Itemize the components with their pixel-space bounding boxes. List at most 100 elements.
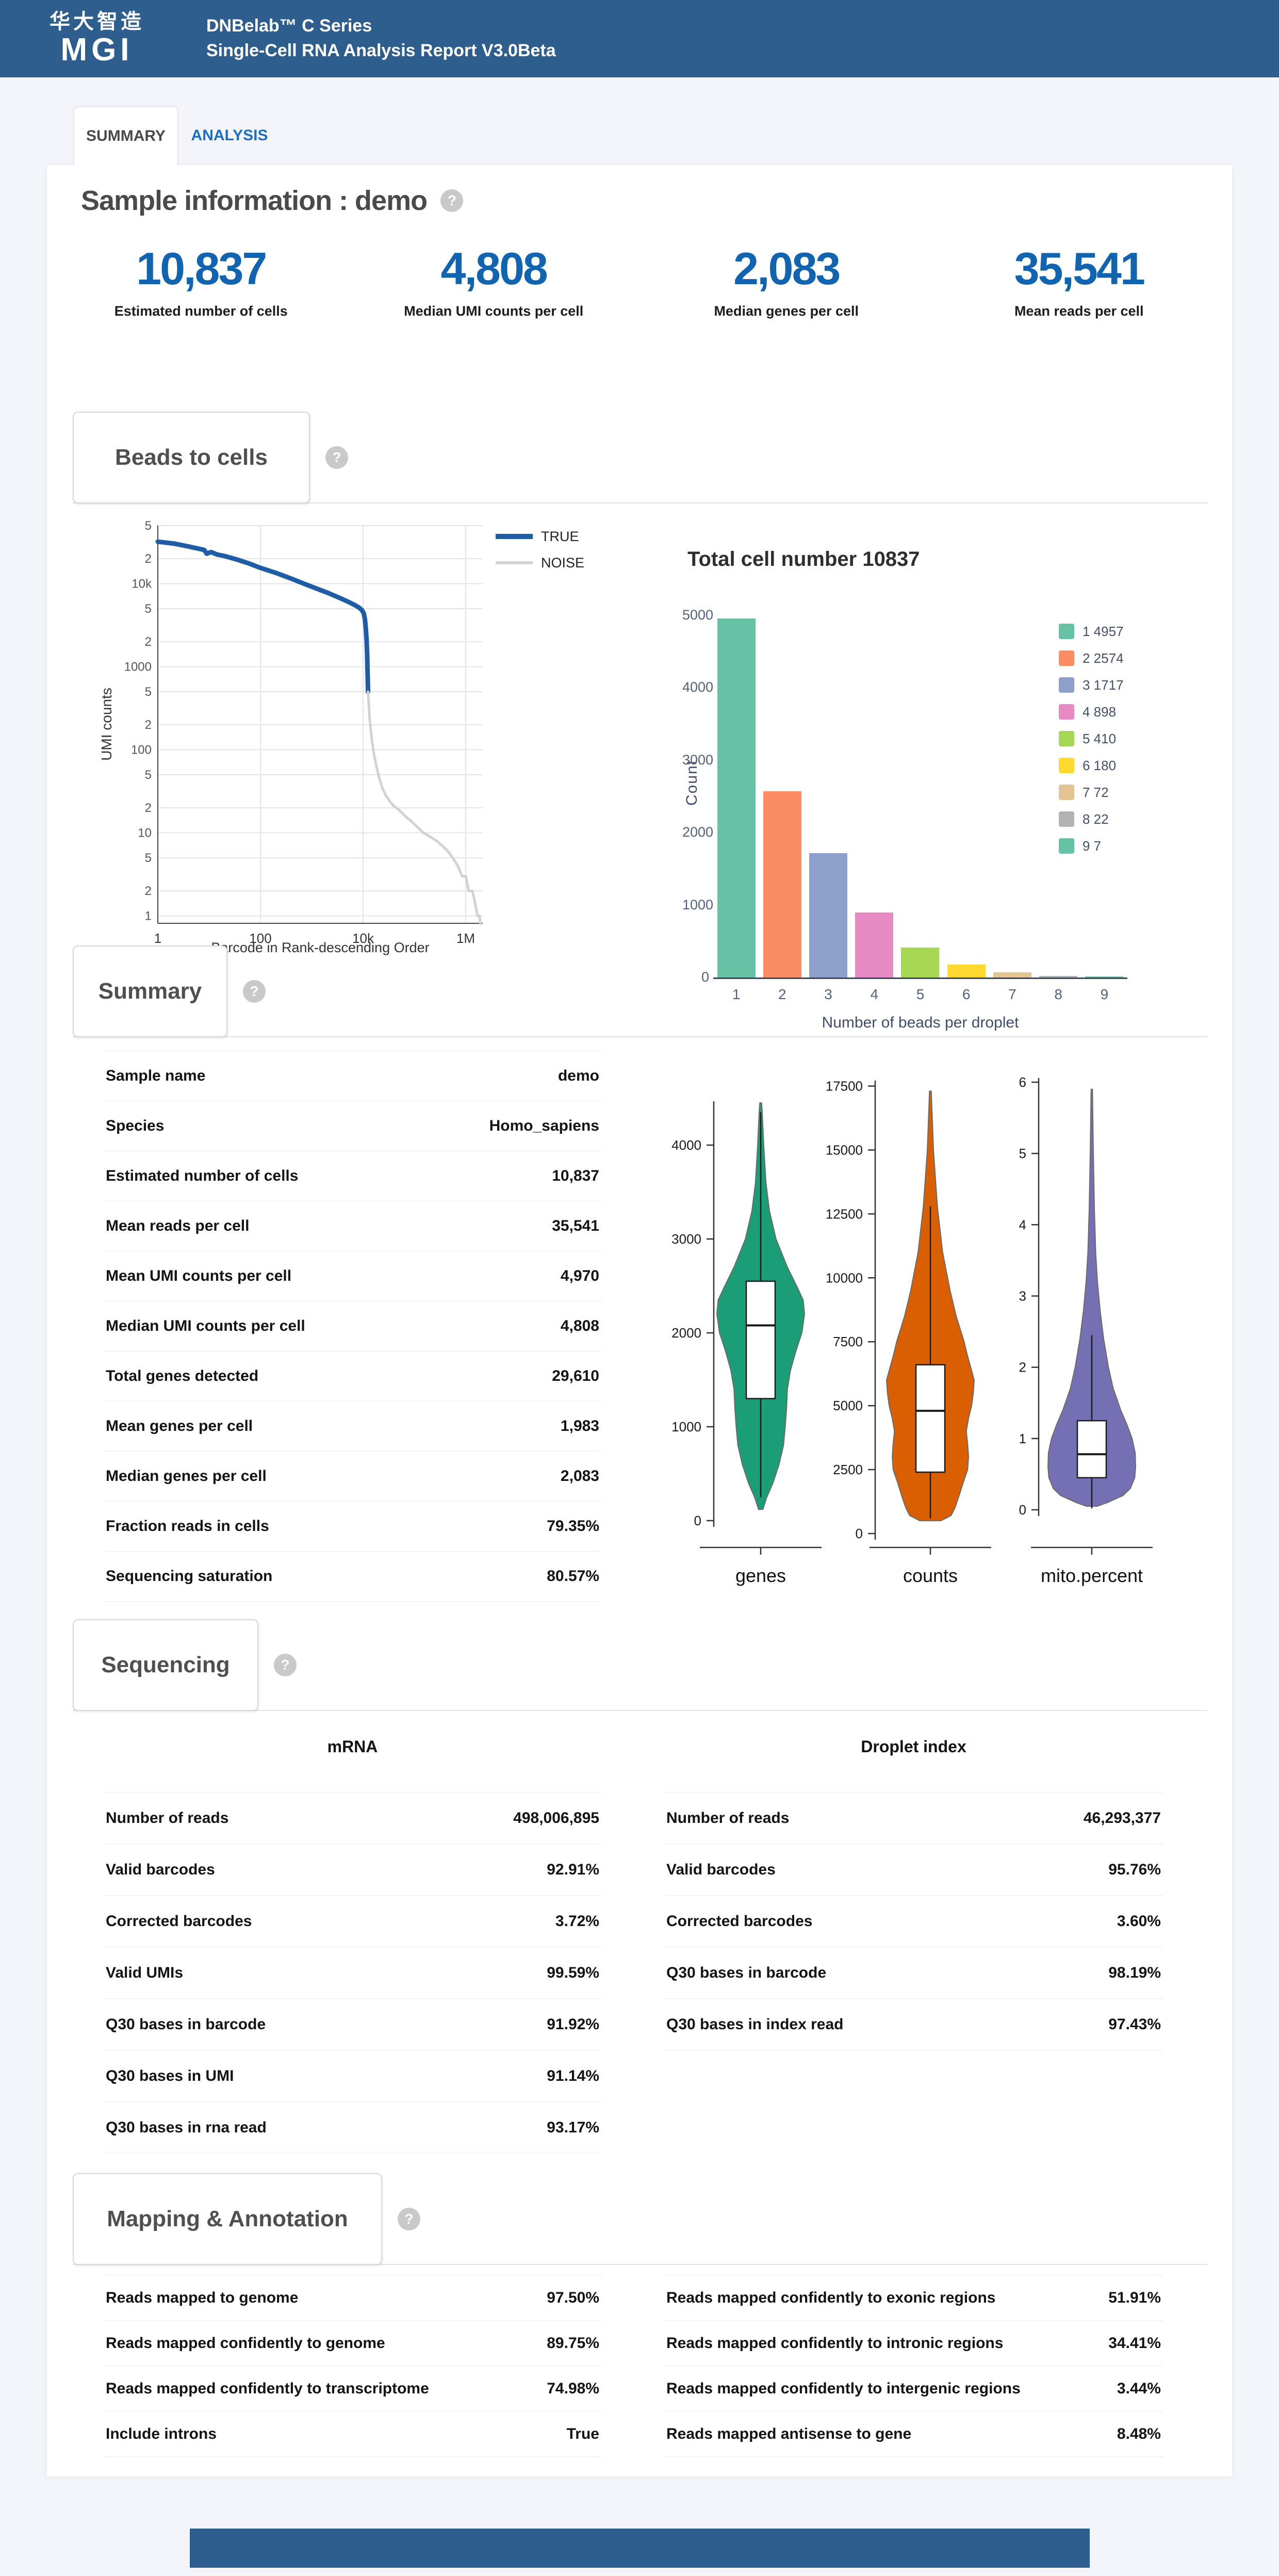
table-row: Mean genes per cell 1,983 bbox=[104, 1401, 601, 1451]
section-divider bbox=[73, 1036, 1207, 1037]
row-label: Reads mapped confidently to genome bbox=[106, 2334, 385, 2352]
legend-swatch bbox=[1059, 811, 1074, 827]
bar bbox=[763, 791, 801, 977]
table-row: Species Homo_sapiens bbox=[104, 1101, 601, 1151]
bar bbox=[1085, 976, 1124, 977]
row-value: 80.57% bbox=[547, 1568, 599, 1585]
section-title-mapping: Mapping & Annotation bbox=[73, 2173, 382, 2265]
legend-item: 6 180 bbox=[1059, 752, 1124, 779]
row-value: 4,970 bbox=[560, 1267, 599, 1284]
legend-swatch bbox=[1059, 650, 1074, 666]
metric-label: Median genes per cell bbox=[714, 303, 859, 319]
row-value: True bbox=[566, 2425, 599, 2442]
violin-y-tick-label: 3000 bbox=[671, 1231, 701, 1247]
row-label: Q30 bases in rna read bbox=[106, 2118, 267, 2136]
violin-y-tick-label: 0 bbox=[1019, 1502, 1026, 1518]
row-label: Q30 bases in index read bbox=[666, 2015, 844, 2033]
section-divider bbox=[73, 2264, 1207, 2265]
row-value: 3.60% bbox=[1117, 1912, 1161, 1930]
help-icon[interactable]: ? bbox=[325, 446, 348, 469]
bar-slot bbox=[805, 615, 851, 977]
row-value: 93.17% bbox=[547, 2118, 599, 2136]
table-row: Valid barcodes 95.76% bbox=[664, 1844, 1163, 1895]
metric: 2,083 Median genes per cell bbox=[640, 242, 933, 319]
bar bbox=[947, 964, 986, 977]
box bbox=[915, 1364, 946, 1473]
bar-slot bbox=[989, 615, 1035, 977]
table-row: Reads mapped confidently to transcriptom… bbox=[104, 2366, 601, 2411]
row-label: Valid barcodes bbox=[106, 1861, 215, 1878]
barcode-rank-plot: 5 2 10k 5 2 1000 5 2 100 5 2 10 5 2 11 100 10k 1M TRUE NOIS… bbox=[99, 519, 584, 955]
table-row: Valid UMIs 99.59% bbox=[104, 1947, 601, 1998]
metrics-row: 10,837 Estimated number of cells 4,808 Medi… bbox=[55, 242, 1225, 319]
violin-label-counts: counts bbox=[903, 1565, 958, 1586]
table-row: Reads mapped confidently to exonic regio… bbox=[664, 2275, 1163, 2320]
footer-bar bbox=[189, 2529, 1090, 2568]
bar bbox=[855, 912, 894, 977]
curve-noise bbox=[367, 690, 482, 925]
bar-chart-ytick: 0 bbox=[701, 969, 709, 985]
row-label: Corrected barcodes bbox=[666, 1912, 813, 1930]
page-title-row: Sample information : demo ? bbox=[81, 185, 464, 217]
table-row: Reads mapped confidently to intronic reg… bbox=[664, 2320, 1163, 2366]
row-label: Reads mapped confidently to intronic reg… bbox=[666, 2334, 1004, 2352]
row-label: Valid barcodes bbox=[666, 1861, 776, 1878]
section-beads-to-cells: Beads to cells ? bbox=[73, 412, 348, 503]
bar-chart-xtick: 6 bbox=[962, 986, 971, 1002]
bar bbox=[717, 618, 756, 977]
row-label: Reads mapped to genome bbox=[106, 2289, 299, 2306]
bar-chart-xtick: 5 bbox=[916, 986, 925, 1002]
row-label: Sequencing saturation bbox=[106, 1568, 273, 1585]
legend-label: 3 1717 bbox=[1083, 677, 1124, 693]
help-icon[interactable]: ? bbox=[440, 189, 464, 212]
help-icon[interactable]: ? bbox=[243, 980, 266, 1003]
mgi-logo-chinese: 华大智造 bbox=[50, 10, 144, 33]
legend-swatch bbox=[1059, 704, 1074, 720]
row-label: Estimated number of cells bbox=[106, 1167, 299, 1184]
violin-shape-mito.percent bbox=[1047, 1088, 1137, 1507]
row-label: Fraction reads in cells bbox=[106, 1518, 269, 1535]
bar-chart-ytick: 3000 bbox=[682, 752, 714, 768]
row-value: 91.92% bbox=[547, 2015, 599, 2033]
y-tick-label: 5 bbox=[145, 685, 152, 699]
help-icon[interactable]: ? bbox=[274, 1654, 297, 1676]
table-row: Valid barcodes 92.91% bbox=[104, 1844, 601, 1895]
bar bbox=[809, 853, 848, 977]
droplet-index-table: Number of reads 46,293,377 Valid barcodes 9… bbox=[664, 1792, 1163, 2050]
row-value: 51.91% bbox=[1108, 2289, 1161, 2306]
legend-swatch bbox=[1059, 677, 1074, 693]
bar-chart-plot bbox=[713, 615, 1127, 979]
help-icon[interactable]: ? bbox=[398, 2208, 420, 2230]
row-label: Mean reads per cell bbox=[106, 1217, 250, 1234]
table-row: Number of reads 46,293,377 bbox=[664, 1792, 1163, 1844]
y-tick-label: 2 bbox=[145, 635, 152, 649]
table-row: Mean UMI counts per cell 4,970 bbox=[104, 1251, 601, 1301]
section-mapping: Mapping & Annotation ? bbox=[73, 2173, 420, 2265]
x-tick-label: 100 bbox=[249, 931, 271, 946]
row-label: Reads mapped antisense to gene bbox=[666, 2425, 912, 2442]
violin-y-tick-label: 0 bbox=[856, 1526, 863, 1541]
violin-y-tick-label: 5000 bbox=[833, 1398, 863, 1413]
violin-y-tick-label: 4 bbox=[1019, 1217, 1026, 1232]
row-value: 10,837 bbox=[552, 1167, 599, 1184]
mapping-table-left: Reads mapped to genome 97.50% Reads mapped… bbox=[104, 2275, 601, 2457]
row-label: Include introns bbox=[106, 2425, 217, 2442]
legend-item: 2 2574 bbox=[1059, 645, 1124, 672]
y-tick-label: 10k bbox=[132, 577, 152, 591]
box bbox=[1076, 1420, 1107, 1479]
row-label: Median UMI counts per cell bbox=[106, 1317, 305, 1334]
bar-slot bbox=[1081, 615, 1127, 977]
legend-label: 4 898 bbox=[1083, 704, 1117, 720]
tab-summary[interactable]: SUMMARY bbox=[74, 107, 178, 165]
legend-label: 1 4957 bbox=[1083, 623, 1124, 639]
y-tick-label: 1 bbox=[145, 909, 152, 923]
row-label: Q30 bases in barcode bbox=[666, 1964, 827, 1981]
bar-chart-xtick: 7 bbox=[1008, 986, 1016, 1002]
legend-label: TRUE bbox=[541, 529, 579, 544]
tab-analysis[interactable]: ANALYSIS bbox=[191, 126, 268, 144]
table-row: Corrected barcodes 3.72% bbox=[104, 1895, 601, 1947]
table-row: Number of reads 498,006,895 bbox=[104, 1792, 601, 1844]
metric: 35,541 Mean reads per cell bbox=[933, 242, 1226, 319]
row-label: Sample name bbox=[106, 1067, 206, 1084]
row-value: 35,541 bbox=[552, 1217, 599, 1234]
